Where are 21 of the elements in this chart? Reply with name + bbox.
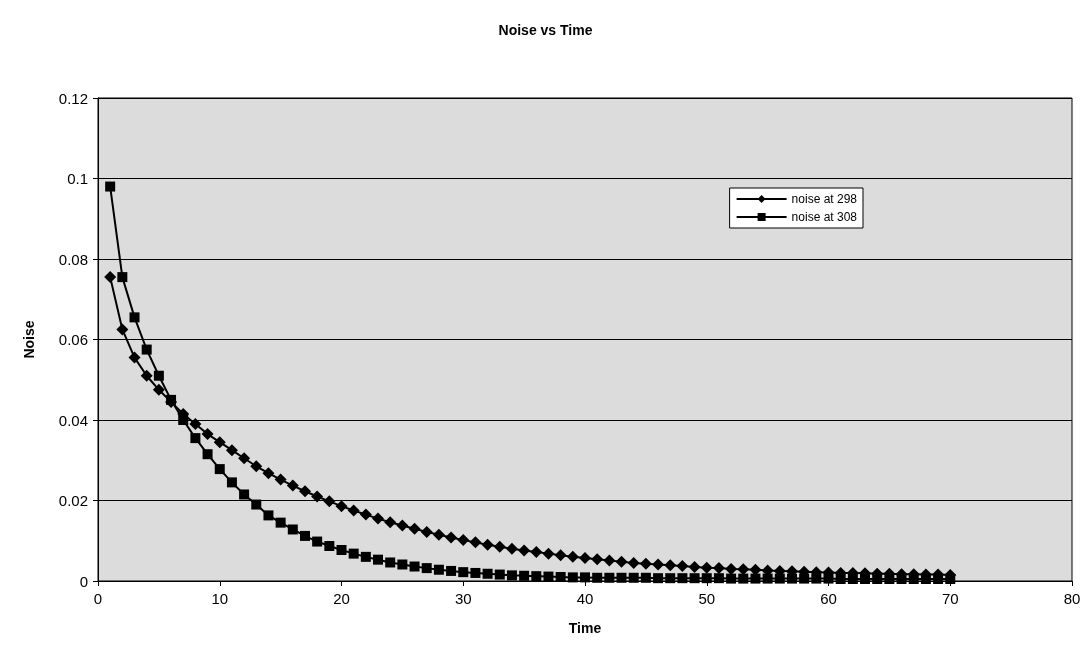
y-tick-label: 0.06 bbox=[58, 331, 88, 348]
legend-label: noise at 298 bbox=[791, 192, 858, 206]
x-tick-label: 60 bbox=[820, 590, 837, 607]
x-axis-title: Time bbox=[568, 620, 602, 636]
y-tick-label: 0 bbox=[79, 572, 88, 590]
y-tick-label: 0.02 bbox=[58, 492, 88, 509]
y-tick-label: 0.04 bbox=[58, 411, 88, 429]
x-tick-label: 50 bbox=[698, 590, 716, 607]
y-tick-label: 0.08 bbox=[58, 250, 88, 268]
x-tick-label: 30 bbox=[454, 590, 472, 607]
y-tick-label: 0.12 bbox=[58, 89, 88, 107]
x-tick-label: 0 bbox=[93, 590, 103, 607]
x-tick-label: 20 bbox=[333, 590, 350, 607]
x-tick-label: 80 bbox=[1063, 590, 1081, 607]
y-axis-title: Noise bbox=[21, 320, 37, 359]
chart-title: Noise vs Time bbox=[498, 22, 593, 38]
y-tick-label: 0.1 bbox=[67, 170, 88, 187]
x-tick-label: 10 bbox=[211, 590, 229, 607]
legend-label: noise at 308 bbox=[791, 210, 858, 224]
x-tick-label: 70 bbox=[941, 590, 959, 607]
x-tick-label: 40 bbox=[576, 590, 594, 607]
